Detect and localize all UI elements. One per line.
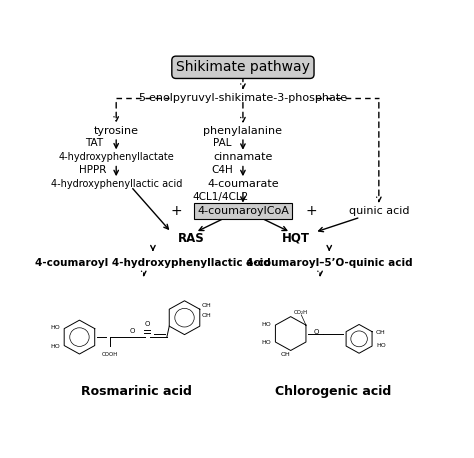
Text: CO₂H: CO₂H (294, 310, 309, 315)
Text: O: O (129, 328, 135, 334)
Text: +: + (305, 204, 317, 218)
Text: 5-enolpyruvyl-shikimate-3-phosphate: 5-enolpyruvyl-shikimate-3-phosphate (138, 93, 347, 103)
Text: OH: OH (201, 313, 211, 318)
Text: HPPR: HPPR (79, 164, 106, 174)
Text: 4CL1/4CL2: 4CL1/4CL2 (192, 192, 248, 202)
Text: 4-coumaroyl 4-hydroxyphenyllactic acid: 4-coumaroyl 4-hydroxyphenyllactic acid (35, 258, 271, 268)
Text: 4-coumaroyl–5’O-quinic acid: 4-coumaroyl–5’O-quinic acid (246, 258, 412, 268)
Text: tyrosine: tyrosine (94, 126, 139, 136)
Text: 4-hydroxyphenyllactate: 4-hydroxyphenyllactate (58, 152, 174, 162)
Text: 4-coumaroylCoA: 4-coumaroylCoA (197, 206, 289, 216)
Text: HO: HO (50, 344, 60, 349)
Text: Shikimate pathway: Shikimate pathway (176, 60, 310, 74)
Text: OH: OH (281, 352, 290, 357)
Text: quinic acid: quinic acid (348, 206, 409, 216)
Text: HO: HO (50, 325, 60, 330)
Text: Rosmarinic acid: Rosmarinic acid (81, 385, 192, 398)
Text: COOH: COOH (102, 352, 118, 357)
Text: cinnamate: cinnamate (213, 152, 273, 162)
Text: HO: HO (262, 340, 271, 345)
Text: O: O (314, 329, 319, 335)
Text: O: O (145, 321, 150, 327)
Text: PAL: PAL (213, 138, 232, 148)
Text: phenylalanine: phenylalanine (203, 126, 283, 136)
Text: HO: HO (262, 322, 271, 327)
Text: HO: HO (376, 343, 386, 348)
Text: Chlorogenic acid: Chlorogenic acid (275, 385, 391, 398)
Text: C4H: C4H (212, 164, 234, 174)
Text: 4-hydroxyphenyllactic acid: 4-hydroxyphenyllactic acid (51, 179, 182, 189)
Text: RAS: RAS (178, 232, 205, 245)
Text: OH: OH (201, 303, 211, 308)
Text: OH: OH (376, 330, 386, 335)
Text: TAT: TAT (85, 138, 103, 148)
Text: +: + (170, 204, 182, 218)
Text: HQT: HQT (282, 232, 310, 245)
Text: 4-coumarate: 4-coumarate (207, 179, 279, 189)
